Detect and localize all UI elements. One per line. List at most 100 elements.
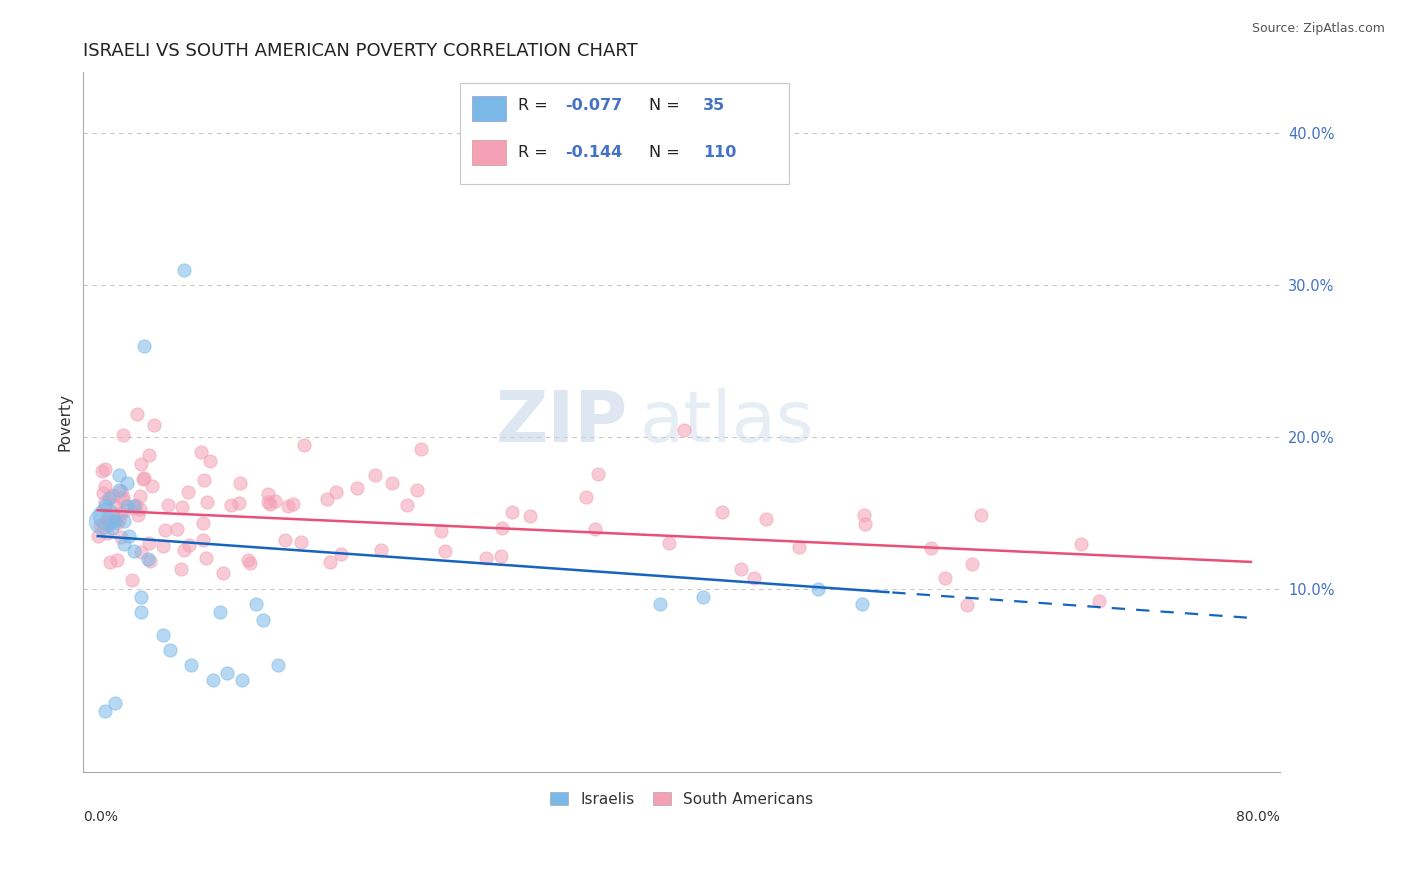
Point bbox=[98, 491, 121, 505]
Point bbox=[108, 483, 131, 498]
FancyBboxPatch shape bbox=[460, 83, 789, 185]
Text: R =: R = bbox=[517, 98, 553, 113]
Point bbox=[256, 487, 278, 501]
Point bbox=[228, 475, 250, 490]
Point bbox=[180, 658, 202, 673]
Point bbox=[363, 467, 385, 482]
Point bbox=[209, 605, 232, 619]
Point bbox=[855, 517, 877, 532]
Point bbox=[231, 673, 253, 688]
Point bbox=[139, 554, 162, 568]
Point bbox=[173, 263, 195, 277]
Point bbox=[755, 512, 778, 526]
Point bbox=[98, 555, 121, 569]
Point bbox=[159, 643, 181, 657]
Point bbox=[94, 462, 117, 476]
Point bbox=[672, 423, 695, 437]
Point bbox=[406, 483, 429, 497]
Point bbox=[112, 493, 135, 508]
Text: atlas: atlas bbox=[640, 387, 814, 457]
Point bbox=[177, 538, 200, 552]
Point bbox=[396, 498, 419, 512]
Point bbox=[129, 605, 152, 619]
Point bbox=[128, 489, 150, 503]
Point bbox=[807, 582, 830, 597]
Point bbox=[190, 444, 212, 458]
Point bbox=[112, 490, 135, 504]
Point bbox=[290, 535, 312, 549]
Point bbox=[934, 571, 956, 585]
Point bbox=[193, 473, 215, 487]
Y-axis label: Poverty: Poverty bbox=[58, 393, 72, 451]
Point bbox=[104, 500, 127, 514]
Point bbox=[132, 339, 155, 353]
Point bbox=[264, 494, 287, 508]
Text: -0.144: -0.144 bbox=[565, 145, 623, 161]
Point bbox=[433, 543, 456, 558]
Point bbox=[91, 486, 114, 500]
Point bbox=[956, 598, 979, 612]
Point bbox=[127, 407, 149, 421]
Point bbox=[489, 549, 512, 563]
Point bbox=[586, 467, 609, 482]
Text: 80.0%: 80.0% bbox=[1236, 810, 1279, 824]
Point bbox=[658, 536, 681, 550]
Point bbox=[115, 499, 138, 513]
Point bbox=[330, 547, 353, 561]
Text: -0.077: -0.077 bbox=[565, 98, 623, 113]
Point bbox=[121, 573, 143, 587]
Point bbox=[200, 454, 222, 468]
Point bbox=[238, 553, 260, 567]
Point bbox=[318, 555, 340, 569]
Point bbox=[252, 613, 274, 627]
Point bbox=[370, 543, 392, 558]
Point bbox=[191, 516, 214, 530]
Point bbox=[104, 696, 127, 710]
Point bbox=[96, 525, 118, 540]
Point bbox=[152, 540, 174, 554]
Point bbox=[108, 513, 131, 527]
Point bbox=[94, 495, 117, 509]
Text: Source: ZipAtlas.com: Source: ZipAtlas.com bbox=[1251, 22, 1385, 36]
Point bbox=[851, 598, 873, 612]
Point bbox=[105, 553, 128, 567]
Point bbox=[1088, 593, 1111, 607]
Bar bbox=[472, 140, 506, 165]
Point bbox=[129, 545, 152, 559]
Point bbox=[112, 514, 135, 528]
Text: R =: R = bbox=[517, 145, 553, 161]
Point bbox=[346, 481, 368, 495]
Point bbox=[94, 704, 117, 718]
Point bbox=[101, 488, 124, 502]
Point bbox=[177, 485, 200, 500]
Point bbox=[281, 497, 304, 511]
Point bbox=[228, 495, 250, 509]
Point bbox=[136, 552, 159, 566]
Point bbox=[153, 524, 176, 538]
Point bbox=[87, 529, 110, 543]
Point bbox=[711, 504, 734, 518]
Point bbox=[122, 544, 145, 558]
Point bbox=[156, 498, 179, 512]
Point bbox=[519, 508, 541, 523]
Point bbox=[575, 491, 598, 505]
Point bbox=[138, 535, 160, 549]
Point bbox=[114, 503, 136, 517]
Point bbox=[219, 498, 242, 512]
Point bbox=[316, 491, 339, 506]
Point bbox=[238, 556, 260, 570]
Point bbox=[583, 522, 606, 536]
Text: 110: 110 bbox=[703, 145, 737, 161]
Point bbox=[475, 550, 498, 565]
Point bbox=[920, 541, 942, 555]
Point bbox=[202, 673, 225, 688]
Point bbox=[112, 537, 135, 551]
Point bbox=[742, 570, 765, 584]
Text: 35: 35 bbox=[703, 98, 725, 113]
Point bbox=[195, 495, 218, 509]
Point bbox=[152, 628, 174, 642]
Point bbox=[127, 508, 149, 522]
Point bbox=[110, 530, 132, 544]
Point bbox=[172, 500, 194, 514]
Bar bbox=[472, 96, 506, 121]
